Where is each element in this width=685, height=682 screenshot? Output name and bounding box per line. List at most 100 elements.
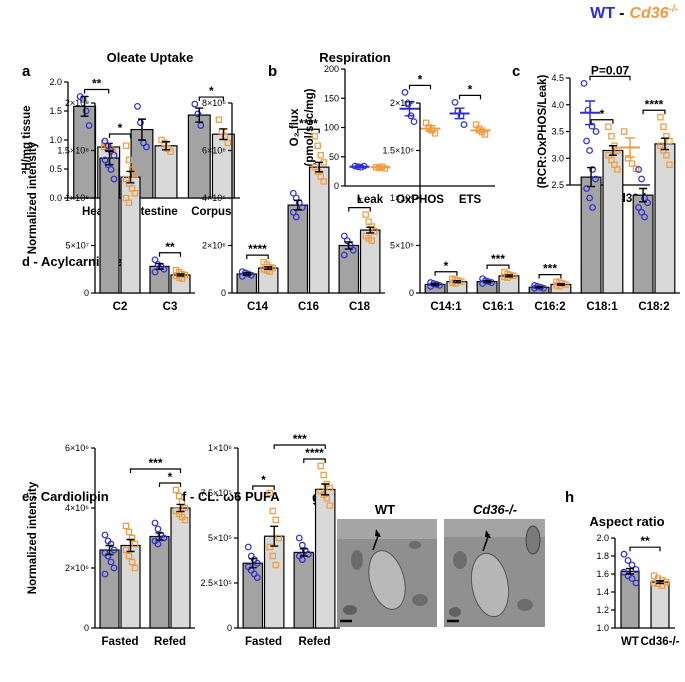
- significance-label: ****: [305, 446, 324, 460]
- data-point: [107, 166, 115, 173]
- significance-label: ***: [491, 252, 505, 266]
- data-point: [289, 208, 297, 216]
- data-point: [586, 194, 593, 202]
- error-bar: [321, 483, 330, 496]
- bar: [120, 544, 141, 629]
- data-point: [317, 152, 324, 159]
- data-point: [181, 504, 189, 512]
- significance-label: ****: [299, 116, 318, 130]
- error-bar: [483, 279, 492, 284]
- data-point: [266, 543, 273, 551]
- error-bar: [176, 503, 185, 513]
- significance-label: ***: [148, 456, 162, 470]
- data-point: [586, 147, 593, 154]
- significance-label: ***: [293, 432, 307, 446]
- data-point: [451, 98, 459, 106]
- data-point: [172, 486, 180, 494]
- x-tick-label: C16:2: [534, 301, 565, 313]
- significance-label: *: [118, 121, 123, 135]
- significance-bracket: [590, 119, 614, 124]
- data-point: [562, 281, 569, 288]
- error-bar: [375, 165, 386, 169]
- data-point: [272, 516, 279, 524]
- bar: [293, 551, 315, 629]
- y-tick-label: 8×10⁶: [202, 98, 226, 108]
- y-tick-label: 0: [221, 288, 226, 298]
- data-point: [320, 178, 327, 185]
- data-point: [104, 552, 112, 560]
- data-point: [592, 175, 599, 183]
- data-point: [151, 268, 159, 276]
- data-point: [427, 279, 434, 286]
- legend-superscript: -/-: [669, 4, 679, 15]
- chart-title: f - CL: ω6 PUFA: [182, 489, 280, 504]
- data-point: [323, 495, 330, 502]
- data-point: [107, 147, 115, 154]
- data-point: [238, 272, 246, 280]
- y-axis-label: (pmol/sec/mg): [304, 88, 316, 166]
- error-bar: [454, 107, 465, 120]
- error-bar: [535, 286, 544, 289]
- legend-entry: WT: [590, 5, 615, 22]
- data-point: [346, 242, 354, 249]
- significance-bracket: [348, 207, 371, 212]
- y-tick-label: 4×10⁶: [65, 503, 89, 513]
- y-tick-label: 4.5: [551, 73, 564, 83]
- data-point: [638, 208, 645, 216]
- x-tick-label: ETS: [459, 194, 482, 206]
- y-tick-label: 1×10⁶: [390, 193, 414, 203]
- error-bar: [585, 100, 595, 126]
- data-point: [134, 102, 141, 110]
- data-point: [101, 143, 108, 151]
- data-point: [311, 133, 318, 140]
- data-point: [592, 128, 600, 135]
- data-point: [317, 462, 324, 470]
- data-point: [110, 564, 118, 572]
- data-point: [154, 525, 162, 533]
- error-bar: [354, 165, 365, 168]
- y-axis-label: Normalized intensity: [27, 141, 39, 254]
- bar: [287, 204, 309, 294]
- data-point: [657, 114, 664, 121]
- x-tick-label: Cd36-/-: [641, 636, 680, 648]
- error-bar: [176, 273, 185, 277]
- significance-bracket: [589, 75, 631, 81]
- x-tick-label: C2: [113, 301, 128, 313]
- data-point: [605, 123, 612, 130]
- x-tick-label: Corpus: [191, 206, 231, 218]
- x-tick-label: Fasted: [101, 636, 138, 648]
- data-point: [247, 552, 255, 560]
- y-tick-label: 4.0: [551, 100, 564, 110]
- data-point: [82, 107, 90, 115]
- error-bar: [105, 150, 114, 166]
- significance-label: **: [640, 534, 650, 548]
- data-point: [101, 156, 109, 164]
- error-bar: [248, 558, 257, 569]
- error-bar: [625, 137, 635, 158]
- error-bar: [431, 282, 440, 287]
- panel-letter: b: [268, 63, 277, 80]
- data-point: [660, 123, 667, 130]
- chart: h Aspect ratio 1.0 1.2 1.4 1.6 1.8 2.0 WT Cd36-/-…: [565, 489, 680, 648]
- significance-label: P=0.07: [591, 63, 630, 77]
- y-tick-label: 6×10⁶: [202, 146, 226, 156]
- data-point: [314, 142, 321, 149]
- y-tick-label: 5×10⁷: [65, 241, 89, 251]
- chart: b Respiration O₂ flux (pmol/sec/mg) 0 50 100 15…: [268, 50, 495, 206]
- data-point: [275, 534, 282, 542]
- data-point: [215, 116, 223, 123]
- bar: [650, 581, 670, 629]
- y-tick-label: 50: [329, 152, 339, 162]
- data-point: [131, 171, 139, 178]
- data-point: [122, 142, 130, 149]
- significance-label: ****: [645, 97, 664, 111]
- error-bar: [80, 95, 89, 117]
- y-axis-label: (RCR:OxPHOS/Leak): [537, 74, 549, 188]
- x-tick-label: C16: [298, 301, 319, 313]
- micrographs: g WT Cd36-/-: [312, 489, 545, 627]
- y-tick-label: 1.5×10⁶: [383, 146, 415, 156]
- y-tick-label: 2.5×10⁵: [200, 578, 232, 588]
- data-point: [644, 199, 651, 207]
- data-point: [531, 282, 538, 289]
